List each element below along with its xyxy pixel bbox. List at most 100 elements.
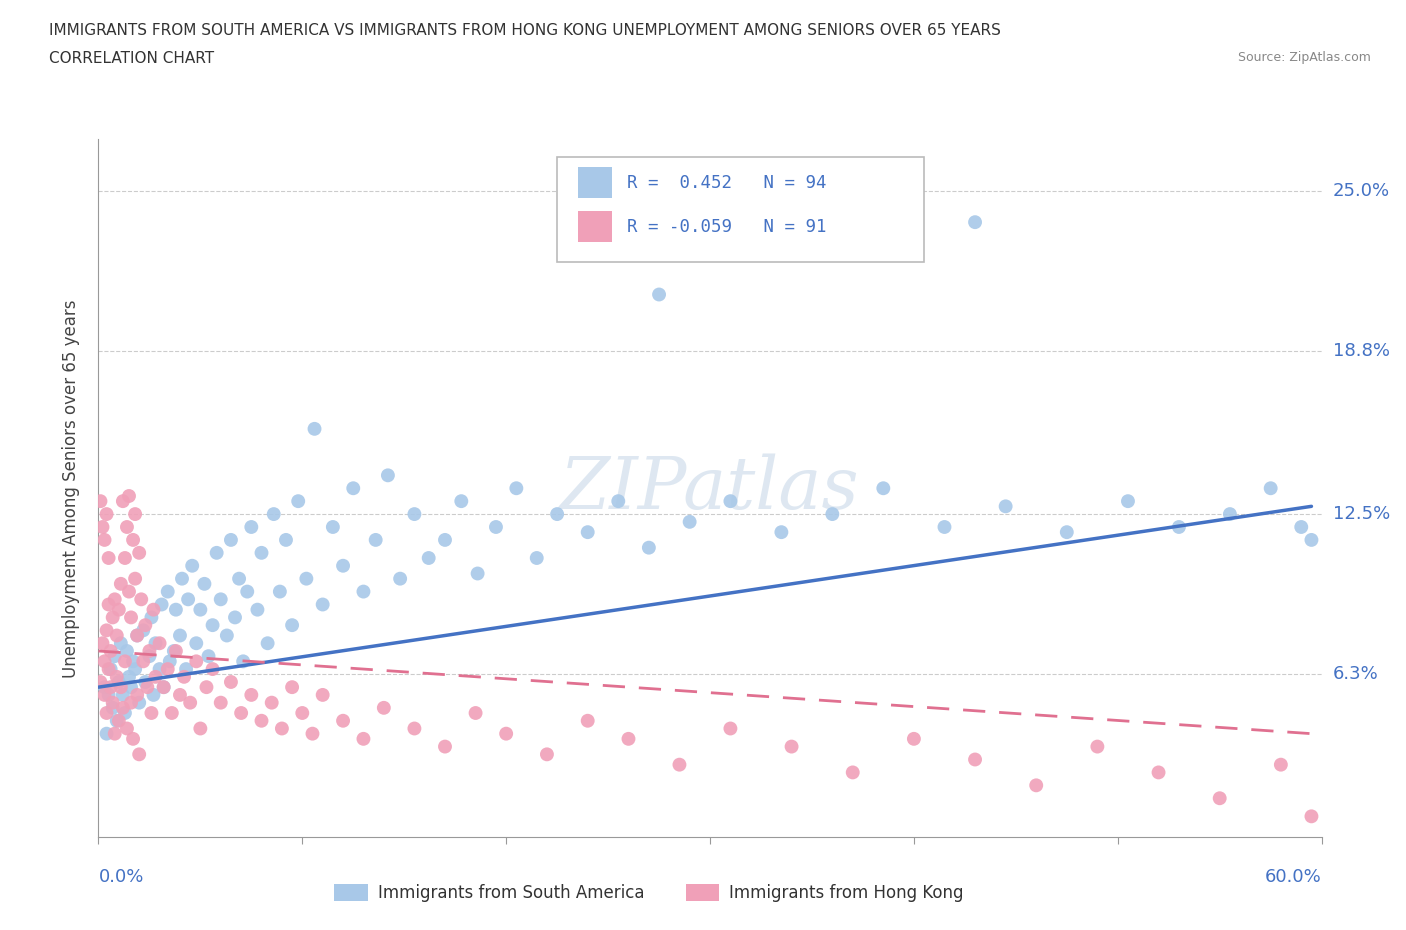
Point (93, 654, 115, 669)
Point (1270, 757, 1292, 772)
Text: 0.0%: 0.0% (98, 868, 143, 885)
Point (120, 680, 142, 695)
Point (246, 603, 269, 618)
Point (118, 670, 141, 684)
Point (1116, 494, 1139, 509)
Point (160, 706, 183, 721)
Point (122, 731, 145, 746)
Point (145, 636, 167, 651)
Point (108, 713, 131, 728)
Point (115, 520, 138, 535)
Point (576, 713, 599, 728)
Point (1219, 507, 1241, 522)
Point (994, 498, 1017, 513)
Text: 25.0%: 25.0% (1333, 182, 1391, 200)
Point (434, 533, 457, 548)
Bar (578, 167, 612, 198)
Point (101, 696, 124, 711)
Point (322, 520, 344, 535)
Point (127, 628, 149, 643)
Point (111, 700, 134, 715)
Point (263, 507, 285, 522)
Y-axis label: Unemployment Among Seniors over 65 years: Unemployment Among Seniors over 65 years (62, 299, 80, 677)
Point (132, 654, 155, 669)
Point (352, 584, 374, 599)
Point (231, 706, 253, 721)
Point (332, 713, 354, 728)
Point (637, 540, 661, 555)
Point (141, 610, 163, 625)
Point (97, 661, 120, 676)
Point (124, 661, 146, 676)
Point (96, 706, 118, 721)
Point (127, 687, 149, 702)
Point (607, 494, 630, 509)
Point (100, 644, 122, 658)
Point (224, 610, 246, 625)
Text: 6.3%: 6.3% (1333, 665, 1378, 684)
Point (903, 731, 925, 746)
Point (304, 421, 326, 436)
Point (274, 533, 297, 548)
Point (173, 670, 195, 684)
Point (149, 661, 172, 676)
Point (114, 706, 136, 721)
Point (96, 623, 118, 638)
Point (141, 706, 163, 721)
Point (118, 488, 141, 503)
Text: IMMIGRANTS FROM SOUTH AMERICA VS IMMIGRANTS FROM HONG KONG UNEMPLOYMENT AMONG SE: IMMIGRANTS FROM SOUTH AMERICA VS IMMIGRA… (49, 23, 1001, 38)
Point (145, 670, 167, 684)
Point (111, 494, 134, 509)
Text: 12.5%: 12.5% (1333, 505, 1391, 523)
Text: ZIPatlas: ZIPatlas (560, 453, 860, 524)
Point (110, 680, 132, 695)
Point (209, 591, 232, 606)
Point (122, 533, 145, 548)
Point (170, 571, 193, 586)
Point (1025, 777, 1047, 792)
Point (96, 726, 118, 741)
Point (209, 696, 232, 711)
Point (169, 687, 191, 702)
Point (342, 481, 364, 496)
Point (105, 670, 128, 684)
Text: CORRELATION CHART: CORRELATION CHART (49, 51, 214, 66)
FancyBboxPatch shape (557, 157, 924, 261)
Point (450, 494, 472, 509)
Point (149, 636, 172, 651)
Point (110, 636, 132, 651)
Point (250, 713, 273, 728)
Point (821, 507, 844, 522)
Point (105, 713, 128, 728)
Point (312, 687, 335, 702)
Point (118, 584, 141, 599)
Point (576, 525, 599, 539)
Point (352, 731, 374, 746)
Point (129, 591, 152, 606)
Point (101, 610, 124, 625)
Point (295, 571, 318, 586)
Point (219, 533, 242, 548)
Point (193, 577, 215, 591)
Point (668, 757, 690, 772)
Point (142, 603, 165, 618)
Point (1301, 533, 1323, 548)
Point (872, 481, 894, 496)
Point (1085, 739, 1108, 754)
Point (89, 494, 111, 509)
Point (377, 468, 399, 483)
Point (177, 591, 200, 606)
Point (240, 687, 263, 702)
Text: R = -0.059   N = 91: R = -0.059 N = 91 (627, 218, 827, 235)
Point (260, 696, 283, 711)
Point (617, 731, 640, 746)
Point (108, 603, 131, 618)
Point (152, 680, 174, 695)
Point (108, 674, 131, 689)
Point (165, 603, 187, 618)
Point (124, 571, 146, 586)
Point (127, 628, 149, 643)
Point (186, 636, 208, 651)
Point (156, 584, 179, 599)
Point (281, 680, 304, 695)
